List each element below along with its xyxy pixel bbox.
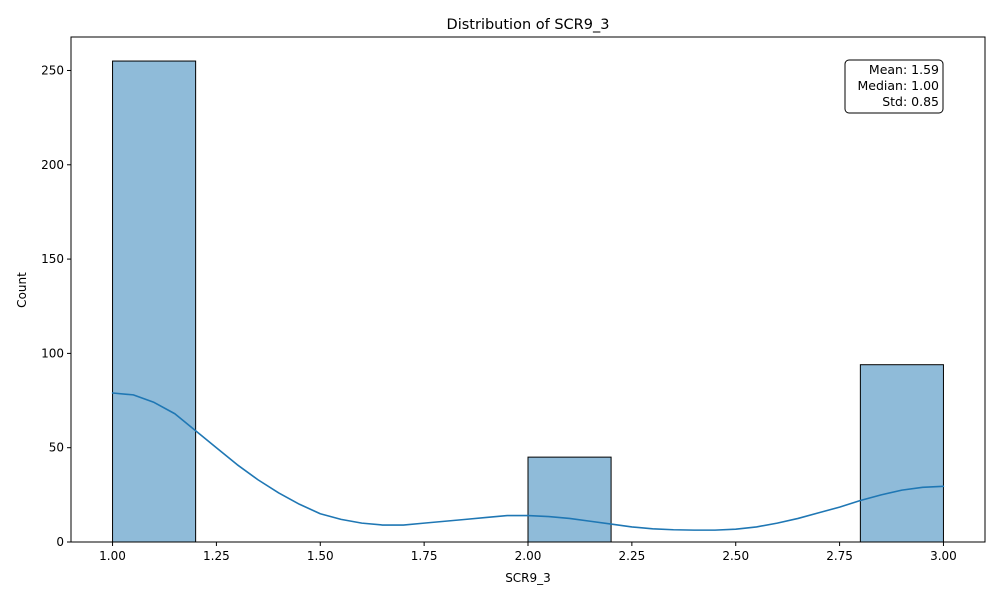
x-axis-label: SCR9_3: [505, 571, 551, 585]
y-tick-label: 200: [41, 158, 64, 172]
histogram-bar: [527, 456, 612, 543]
x-tick-label: 2.00: [515, 549, 542, 563]
y-tick-label: 0: [56, 535, 64, 549]
stats-median: Median: 1.00: [858, 78, 940, 93]
x-axis: 1.00 1.25 1.50 1.75 2.00 2.25 2.50 2.75 3.00: [99, 542, 957, 563]
plot-area: [111, 60, 945, 543]
y-axis: 0 50 100 150 200 250: [41, 63, 71, 549]
kde-line: [111, 392, 945, 531]
x-tick-label: 1.25: [203, 549, 230, 563]
x-tick-label: 3.00: [930, 549, 957, 563]
x-tick-label: 1.00: [99, 549, 126, 563]
x-tick-label: 2.50: [722, 549, 749, 563]
y-axis-label: Count: [15, 272, 29, 308]
x-tick-label: 1.75: [411, 549, 438, 563]
stats-box-frame: [844, 59, 944, 114]
x-tick-label: 2.25: [619, 549, 646, 563]
x-tick-label: 2.75: [826, 549, 853, 563]
y-tick-label: 150: [41, 252, 64, 266]
y-tick-label: 100: [41, 346, 64, 360]
histogram-bar: [859, 364, 944, 543]
histogram-bar: [112, 60, 197, 543]
stats-box: Mean: 1.59 Median: 1.00 Std: 0.85: [844, 59, 944, 114]
y-tick-label: 50: [49, 441, 64, 455]
chart-title: Distribution of SCR9_3: [447, 17, 610, 33]
y-tick-label: 250: [41, 63, 64, 77]
stats-mean: Mean: 1.59: [869, 62, 939, 77]
x-tick-label: 1.50: [307, 549, 334, 563]
stats-std: Std: 0.85: [882, 94, 939, 109]
